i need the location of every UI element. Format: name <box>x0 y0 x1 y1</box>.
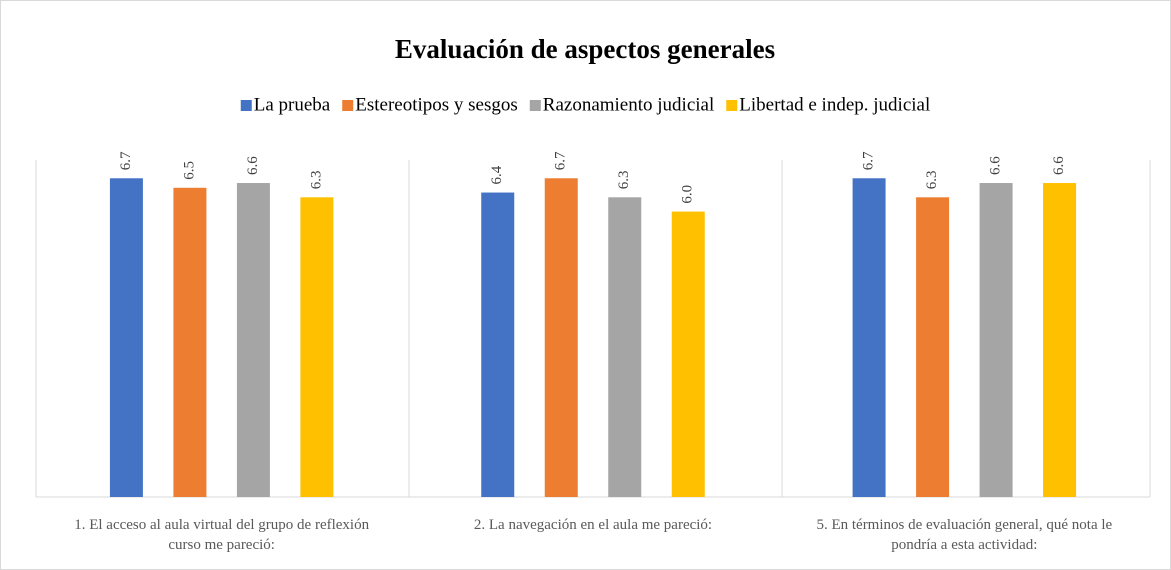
bar <box>852 178 886 497</box>
data-label: 6.3 <box>924 171 940 190</box>
data-label: 6.7 <box>553 151 569 170</box>
legend-swatch <box>240 100 252 111</box>
bar <box>608 197 642 498</box>
data-label: 6.6 <box>245 156 261 175</box>
bar <box>1043 183 1077 497</box>
data-label: 6.4 <box>489 165 505 184</box>
legend-swatch <box>726 100 738 111</box>
bar <box>671 211 705 498</box>
bar <box>109 178 143 497</box>
data-label: 6.5 <box>181 161 197 180</box>
legend-swatch <box>342 100 354 111</box>
bar <box>979 183 1013 497</box>
x-tick-label: 5. En términos de evaluación general, qu… <box>816 517 1113 553</box>
x-tick-label: 2. La navegación en el aula me pareció: <box>473 517 713 533</box>
data-label: 6.7 <box>118 151 134 170</box>
data-label: 6.6 <box>988 156 1004 175</box>
data-label: 6.6 <box>1051 156 1067 175</box>
legend-label: La prueba <box>254 94 331 115</box>
data-label: 6.3 <box>616 171 632 190</box>
data-label: 6.0 <box>680 185 696 204</box>
legend-label: Estereotipos y sesgos <box>355 94 518 115</box>
bar <box>481 192 515 498</box>
legend-swatch <box>529 100 541 111</box>
bar <box>173 187 207 498</box>
chart-title: Evaluación de aspectos generales <box>395 34 775 64</box>
legend-label: Libertad e indep. judicial <box>739 94 930 115</box>
bar <box>916 197 950 498</box>
bar <box>544 178 578 497</box>
x-tick-label: 1. El acceso al aula virtual del grupo d… <box>74 517 370 553</box>
data-label: 6.3 <box>308 171 324 190</box>
legend-label: Razonamiento judicial <box>543 94 714 115</box>
data-label: 6.7 <box>861 151 877 170</box>
bar <box>300 197 334 498</box>
bar <box>236 183 270 497</box>
